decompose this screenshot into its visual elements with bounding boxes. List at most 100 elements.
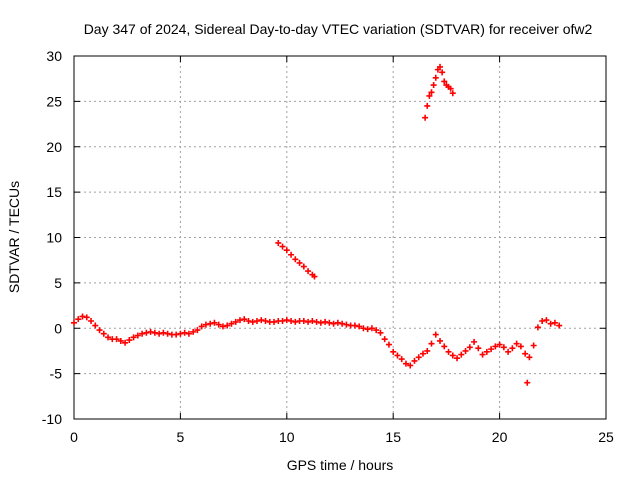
data-point-main <box>194 327 201 334</box>
data-point-main <box>151 329 158 336</box>
data-point-segment-16-18h <box>432 74 439 81</box>
data-point-main <box>424 347 431 354</box>
data-point-segment-16-18h <box>439 69 446 76</box>
data-point-main <box>479 351 486 358</box>
data-point-main <box>288 317 295 324</box>
data-point-main <box>526 354 533 361</box>
data-point-main <box>326 319 333 326</box>
data-point-main <box>360 325 367 332</box>
data-point-segment-9-11h <box>300 263 307 270</box>
data-point-main <box>228 320 235 327</box>
data-point-main <box>334 319 341 326</box>
grid <box>74 56 606 419</box>
data-point-segment-9-11h <box>279 243 286 250</box>
data-point-main <box>113 336 120 343</box>
data-point-segment-16-18h <box>426 92 433 99</box>
data-point-segment-16-18h <box>424 102 431 109</box>
data-point-segment-16-18h <box>441 78 448 85</box>
data-point-main <box>313 318 320 325</box>
data-point-main <box>211 319 218 326</box>
data-point-segment-16-18h <box>437 63 444 70</box>
data-point-main <box>100 330 107 337</box>
data-point-main <box>543 317 550 324</box>
data-point-main <box>475 345 482 352</box>
data-point-main <box>390 348 397 355</box>
data-point-main <box>330 320 337 327</box>
data-point-main <box>249 318 256 325</box>
data-point-main <box>254 317 261 324</box>
data-point-main <box>509 345 516 352</box>
data-point-main <box>236 317 243 324</box>
data-point-main <box>445 348 452 355</box>
data-point-segment-9-11h <box>292 256 299 263</box>
data-point-main <box>428 340 435 347</box>
x-tick-label: 5 <box>177 429 185 445</box>
data-point-main <box>139 330 146 337</box>
y-tick-label: 10 <box>46 230 62 246</box>
data-point-main <box>343 321 350 328</box>
data-point-main <box>190 328 197 335</box>
data-point-main <box>309 317 316 324</box>
data-point-main <box>398 356 405 363</box>
data-point-main <box>373 327 380 334</box>
y-tick-label: 5 <box>54 275 62 291</box>
data-point-main <box>530 342 537 349</box>
data-point-main <box>164 330 171 337</box>
y-tick-label: 15 <box>46 184 62 200</box>
data-point-main <box>134 332 141 339</box>
data-point-main <box>207 320 214 327</box>
data-point-segment-16-18h <box>447 85 454 92</box>
data-point-main <box>185 330 192 337</box>
data-point-main <box>83 314 90 321</box>
y-tick-label: -10 <box>42 411 62 427</box>
data-point-main <box>411 357 418 364</box>
data-point-main <box>232 318 239 325</box>
data-point-main <box>522 350 529 357</box>
data-point-segment-9-11h <box>296 259 303 266</box>
y-tick-label: 0 <box>54 320 62 336</box>
data-point-main <box>394 352 401 359</box>
data-point-main <box>449 352 456 359</box>
data-point-main <box>202 321 209 328</box>
data-point-main <box>496 341 503 348</box>
data-point-segment-9-11h <box>275 239 282 246</box>
x-axis-label: GPS time / hours <box>287 457 394 473</box>
data-point-main <box>92 322 99 329</box>
data-point-main <box>271 318 278 325</box>
data-point-main <box>198 323 205 330</box>
data-point-main <box>402 360 409 367</box>
data-point-main <box>245 317 252 324</box>
data-point-main <box>385 341 392 348</box>
y-tick-label: 30 <box>46 48 62 64</box>
data-point-main <box>500 344 507 351</box>
data-point-main <box>551 319 558 326</box>
data-point-main <box>513 340 520 347</box>
data-point-main <box>160 329 167 336</box>
data-point-main <box>156 330 163 337</box>
y-tick-label: 25 <box>46 93 62 109</box>
data-point-main <box>224 322 231 329</box>
data-point-main <box>96 327 103 334</box>
data-point-main <box>300 317 307 324</box>
data-point-segment-16-18h <box>449 90 456 97</box>
data-point-main <box>364 326 371 333</box>
data-point-main <box>258 317 265 324</box>
data-point-main <box>75 316 82 323</box>
data-point-main <box>105 334 112 341</box>
data-point-main <box>147 328 154 335</box>
axis-ticks: 0 5 10 15 20 25 -10 -5 0 5 10 15 20 25 30 <box>42 48 614 445</box>
data-point-main <box>173 331 180 338</box>
data-point-main <box>488 346 495 353</box>
data-point-main <box>368 325 375 332</box>
x-tick-label: 0 <box>70 429 78 445</box>
data-point-main <box>219 323 226 330</box>
data-point-main <box>466 344 473 351</box>
data-point-main <box>322 318 329 325</box>
x-tick-label: 20 <box>492 429 508 445</box>
data-point-segment-16-18h <box>422 114 429 121</box>
data-point-main <box>454 355 461 362</box>
data-point-main <box>505 348 512 355</box>
data-point-main <box>79 313 86 320</box>
data-point-main <box>547 320 554 327</box>
